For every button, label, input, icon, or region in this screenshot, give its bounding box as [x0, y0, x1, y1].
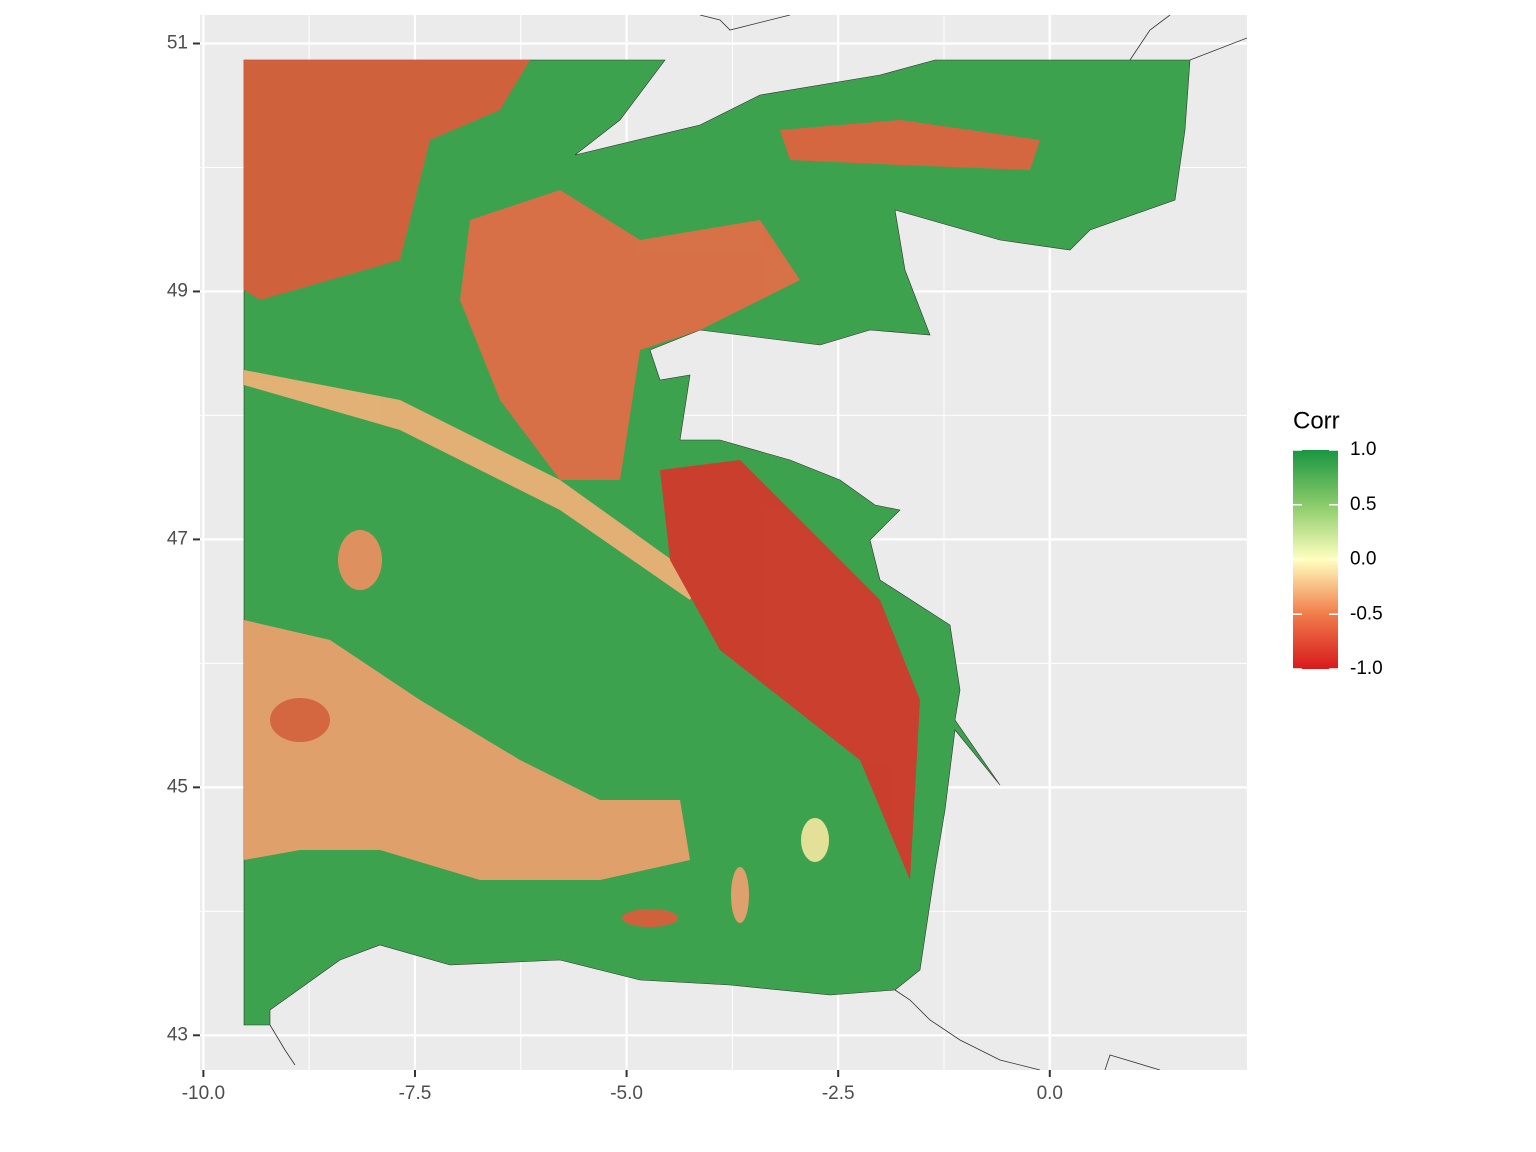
- y-tick-label: 43: [167, 1024, 188, 1045]
- legend-tick-label: 1.0: [1350, 439, 1376, 460]
- x-tick-label: -2.5: [822, 1083, 855, 1104]
- legend-tick-label: -0.5: [1350, 603, 1383, 624]
- map: [243, 15, 1247, 1070]
- y-tick-label: 45: [167, 776, 188, 797]
- x-tick-label: -7.5: [399, 1083, 432, 1104]
- legend-tick-label: 0.0: [1350, 549, 1376, 570]
- y-tick-label: 51: [167, 33, 188, 54]
- legend: Corr 1.0 0.5 0.0 -0.5 -1.0: [1293, 407, 1383, 679]
- x-tick-label: 0.0: [1037, 1083, 1063, 1104]
- y-tick-label: 47: [167, 528, 188, 549]
- coastline: [269, 15, 1247, 1070]
- y-tick-label: 49: [167, 280, 188, 301]
- axes: -10.0 -7.5 -5.0 -2.5 0.0 43 45 47 49 51: [167, 33, 1063, 1104]
- x-tick-label: -10.0: [182, 1083, 225, 1104]
- legend-title: Corr: [1293, 407, 1340, 434]
- legend-tick-label: 0.5: [1350, 494, 1376, 515]
- x-tick-label: -5.0: [610, 1083, 643, 1104]
- raster-patterns: [244, 60, 1040, 927]
- legend-tick-label: -1.0: [1350, 658, 1383, 679]
